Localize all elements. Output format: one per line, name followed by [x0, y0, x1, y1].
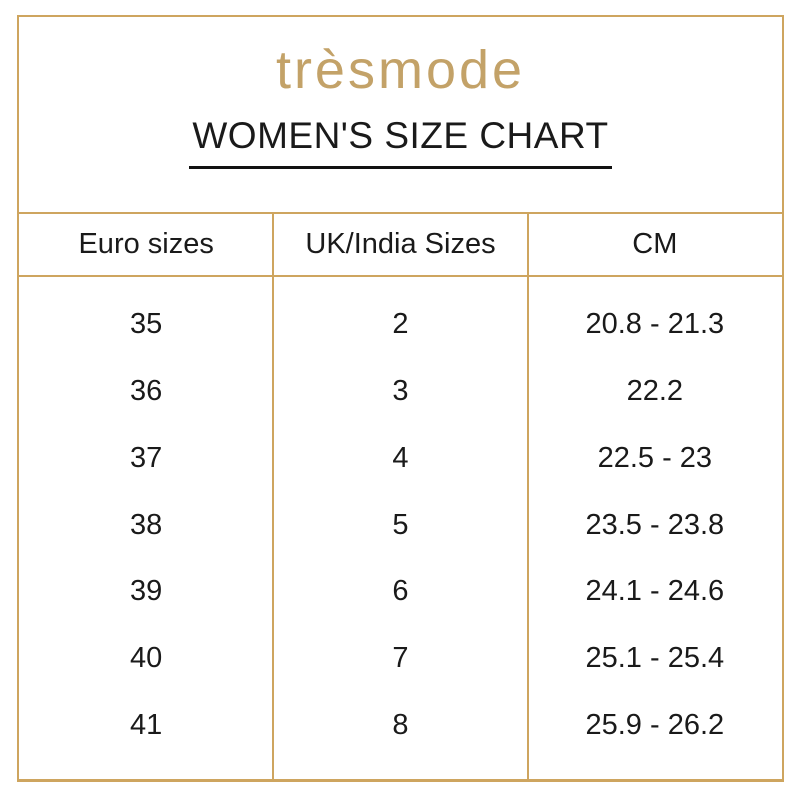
uk-size-cell: 6 [392, 575, 409, 608]
table-row: 39 6 24.1 - 24.6 [19, 558, 782, 625]
table-row: 40 7 25.1 - 25.4 [19, 625, 782, 692]
uk-size-cell: 7 [392, 642, 409, 675]
cm-range-cell: 22.2 [626, 374, 684, 407]
euro-size-cell: 40 [130, 642, 163, 675]
euro-size-cell: 36 [130, 374, 163, 407]
euro-size-cell: 39 [130, 575, 163, 608]
euro-size-cell: 41 [130, 709, 163, 742]
brand-logo: trèsmode [275, 40, 526, 100]
table-row: 36 3 22.2 [19, 358, 782, 425]
cm-range-cell: 24.1 - 24.6 [585, 575, 725, 608]
cm-range-cell: 20.8 - 21.3 [585, 307, 725, 340]
cm-range-cell: 23.5 - 23.8 [585, 508, 725, 541]
column-divider [526, 212, 529, 779]
column-header-euro: Euro sizes [78, 228, 214, 260]
size-chart-table: Euro sizes UK/India Sizes CM 35 2 20.8 -… [19, 212, 782, 779]
cm-range-cell: 25.9 - 26.2 [585, 709, 725, 742]
column-header-cm: CM [632, 228, 678, 260]
cm-range-cell: 25.1 - 25.4 [585, 642, 725, 675]
column-divider [272, 212, 275, 779]
uk-size-cell: 2 [392, 307, 409, 340]
table-body: 35 2 20.8 - 21.3 36 3 22.2 37 4 22.5 - 2… [19, 277, 782, 779]
uk-size-cell: 3 [392, 374, 409, 407]
euro-size-cell: 35 [130, 307, 163, 340]
brand-header: trèsmode WOMEN'S SIZE CHART [19, 17, 782, 212]
table-row: 41 8 25.9 - 26.2 [19, 692, 782, 759]
table-row: 35 2 20.8 - 21.3 [19, 291, 782, 358]
euro-size-cell: 38 [130, 508, 163, 541]
euro-size-cell: 37 [130, 441, 163, 474]
gold-frame: trèsmode WOMEN'S SIZE CHART Euro sizes U… [17, 15, 784, 782]
table-row: 37 4 22.5 - 23 [19, 425, 782, 492]
page-title: WOMEN'S SIZE CHART [189, 116, 612, 170]
uk-size-cell: 5 [392, 508, 409, 541]
uk-size-cell: 4 [392, 441, 409, 474]
cm-range-cell: 22.5 - 23 [597, 441, 713, 474]
table-header-row: Euro sizes UK/India Sizes CM [19, 212, 782, 277]
table-row: 38 5 23.5 - 23.8 [19, 492, 782, 559]
uk-size-cell: 8 [392, 709, 409, 742]
column-header-uk-india: UK/India Sizes [305, 228, 496, 260]
